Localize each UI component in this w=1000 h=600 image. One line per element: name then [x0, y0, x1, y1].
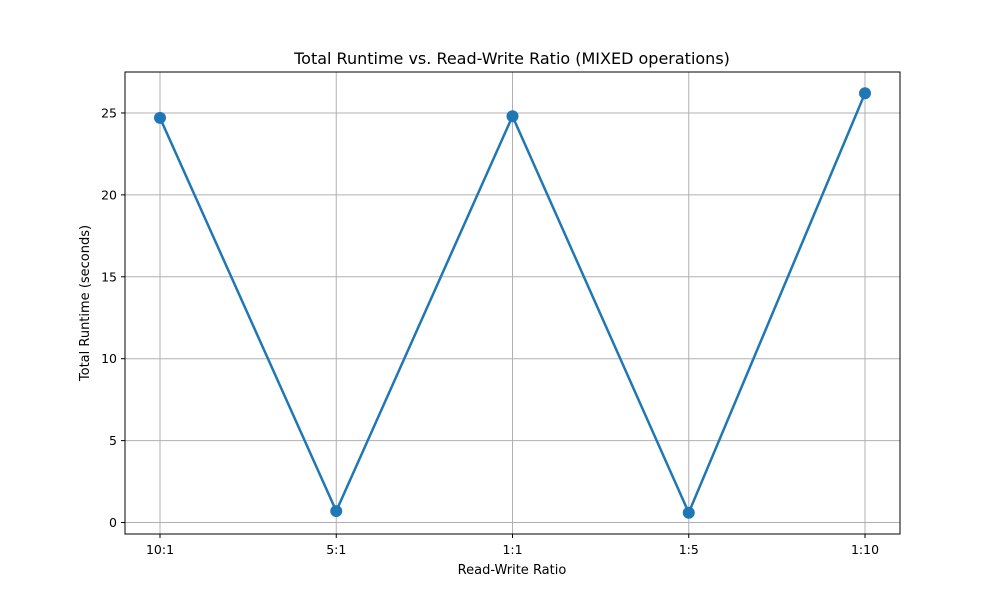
axis-ticks: 10:1 5:1 1:1 1:5 1:10 0 5 10 15 20 25 — [101, 105, 879, 557]
data-point-marker — [506, 110, 519, 123]
x-axis-label: Read-Write Ratio — [458, 563, 567, 578]
data-point-marker — [682, 506, 695, 519]
y-tick-label: 5 — [109, 433, 117, 448]
x-tick-label: 1:10 — [851, 542, 879, 557]
data-point-marker — [154, 111, 166, 124]
y-tick-label: 15 — [101, 269, 117, 284]
y-tick-label: 10 — [101, 351, 117, 366]
data-point-marker — [330, 505, 343, 518]
y-axis-label: Total Runtime (seconds) — [78, 225, 93, 382]
x-tick-label: 1:5 — [679, 542, 699, 557]
y-tick-label: 0 — [109, 515, 117, 530]
x-tick-label: 1:1 — [502, 542, 522, 557]
y-tick-label: 25 — [101, 105, 117, 120]
data-series — [154, 87, 871, 519]
data-point-marker — [859, 87, 871, 100]
y-tick-label: 20 — [101, 187, 117, 202]
grid-lines — [125, 72, 900, 534]
x-tick-label: 5:1 — [326, 542, 346, 557]
chart-title: Total Runtime vs. Read-Write Ratio (MIXE… — [293, 49, 730, 68]
x-tick-label: 10:1 — [146, 542, 174, 557]
